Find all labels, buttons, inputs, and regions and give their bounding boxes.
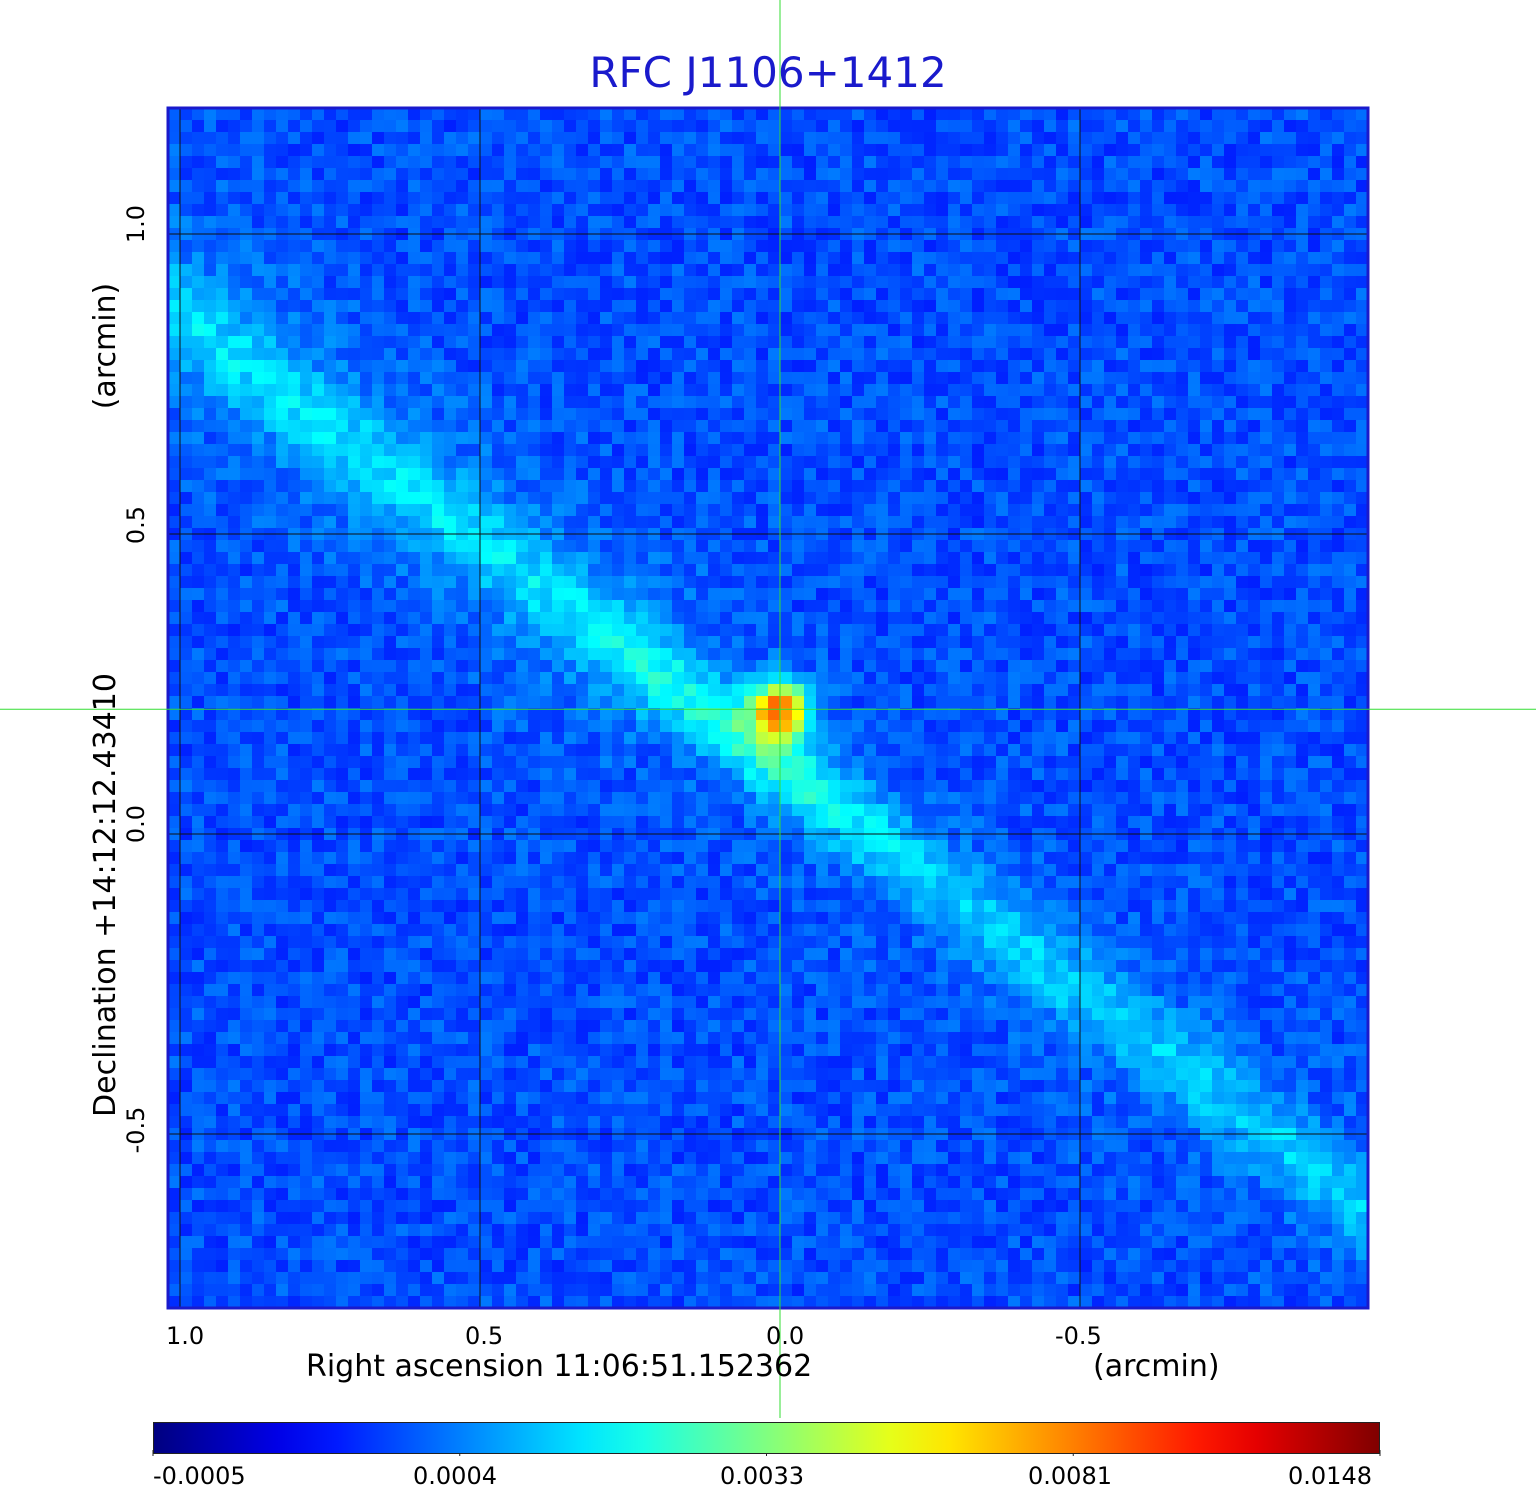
y-axis-label: Declination +14:12:12.43410	[88, 673, 123, 1117]
x-tick-label: 0.0	[766, 1322, 805, 1350]
y-tick-label: 0.0	[122, 804, 150, 844]
y-tick-label: 1.0	[122, 204, 150, 244]
x-axis-label: Right ascension 11:06:51.152362	[306, 1349, 813, 1384]
y-tick-label: -0.5	[122, 1106, 150, 1154]
chart-title: RFC J1106+1412	[589, 48, 947, 97]
x-tick-label: -0.5	[1055, 1322, 1102, 1350]
colorbar-tick-label: -0.0005	[153, 1462, 246, 1490]
x-tick-label: 0.5	[465, 1322, 504, 1350]
colorbar-tick-label: 0.0148	[1288, 1462, 1372, 1490]
heatmap-image	[168, 108, 1368, 1308]
x-tick-label: 1.0	[166, 1322, 205, 1350]
x-axis-unit: (arcmin)	[1093, 1349, 1220, 1384]
colorbar-tick-label: 0.0033	[720, 1462, 804, 1490]
y-tick-label: 0.5	[122, 505, 150, 545]
colorbar-tick-label: 0.0081	[1028, 1462, 1112, 1490]
colorbar-tick-label: 0.0004	[413, 1462, 497, 1490]
plot-frame	[166, 106, 1370, 1310]
colorbar	[153, 1422, 1380, 1454]
y-axis-unit: (arcmin)	[88, 282, 123, 410]
